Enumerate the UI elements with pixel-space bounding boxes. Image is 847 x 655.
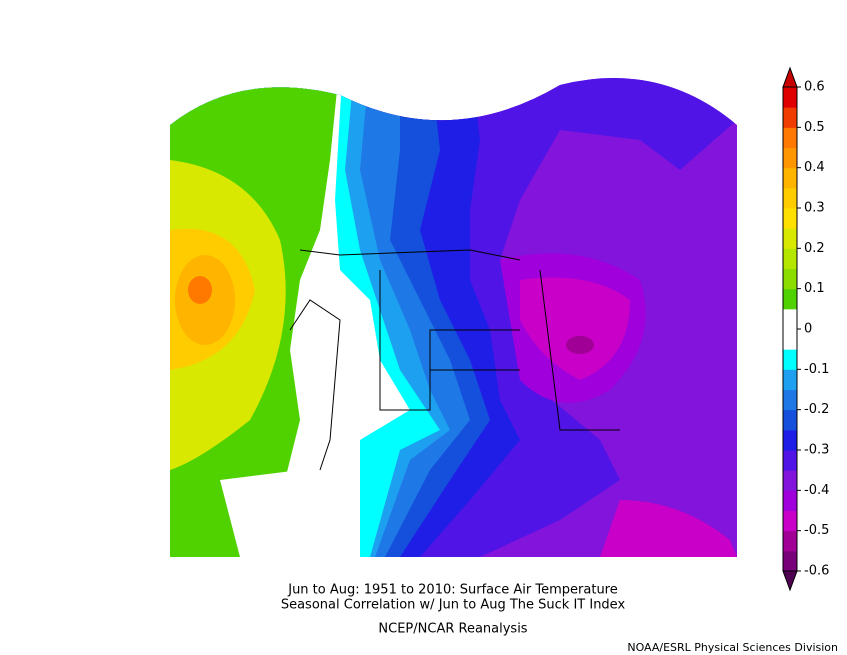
colorbar-bin: [783, 248, 797, 269]
colorbar-tick-label: 0.6: [804, 80, 825, 95]
colorbar-tick-label: -0.1: [804, 362, 829, 377]
credit: NOAA/ESRL Physical Sciences Division: [627, 641, 838, 654]
colorbar-tick-label: -0.5: [804, 523, 829, 538]
colorbar-bin: [783, 147, 797, 169]
colorbar-tick-label: 0.2: [804, 241, 825, 256]
colorbar-tick-label: 0: [804, 322, 812, 337]
colorbar-bin: [783, 450, 797, 471]
colorbar-bin: [783, 409, 797, 431]
colorbar-extend-high: [782, 66, 798, 88]
colorbar-bin: [783, 127, 797, 148]
colorbar-bin: [783, 349, 797, 370]
colorbar-bin: [783, 510, 797, 532]
colorbar-tick-label: -0.4: [804, 483, 829, 498]
map: [170, 78, 737, 557]
colorbar-bin: [783, 268, 797, 290]
colorbar-bin: [783, 470, 797, 491]
colorbar-bin: [783, 550, 797, 572]
colorbar-tick-label: -0.2: [804, 402, 829, 417]
colorbar-bin: [783, 329, 797, 350]
colorbar-bin: [783, 228, 797, 249]
colorbar-bin: [783, 429, 797, 451]
colorbar-tick-label: -0.3: [804, 443, 829, 458]
colorbar-bin: [783, 308, 797, 330]
colorbar-bin: [783, 167, 797, 189]
colorbar-tick-label: 0.5: [804, 120, 825, 135]
colorbar-tick-label: 0.1: [804, 281, 825, 296]
colorbar-bin: [783, 187, 797, 209]
colorbar-bin: [783, 107, 797, 128]
colorbar-bin: [783, 288, 797, 310]
colorbar-bin: [783, 490, 797, 511]
colorbar-bin: [783, 389, 797, 411]
colorbar-tick-label: -0.6: [804, 564, 829, 579]
colorbar-extend-low: [782, 570, 798, 592]
colorbar-bin: [783, 369, 797, 390]
colorbar-bin: [783, 87, 797, 108]
title: Jun to Aug: 1951 to 2010: Surface Air Te…: [287, 583, 618, 598]
colorbar-tick-label: 0.3: [804, 201, 825, 216]
colorbar-bin: [783, 530, 797, 552]
colorbar-tick-label: 0.4: [804, 160, 825, 175]
colorbar-bin: [783, 208, 797, 229]
subtitle: Seasonal Correlation w/ Jun to Aug The S…: [281, 598, 626, 613]
source: NCEP/NCAR Reanalysis: [378, 622, 527, 637]
